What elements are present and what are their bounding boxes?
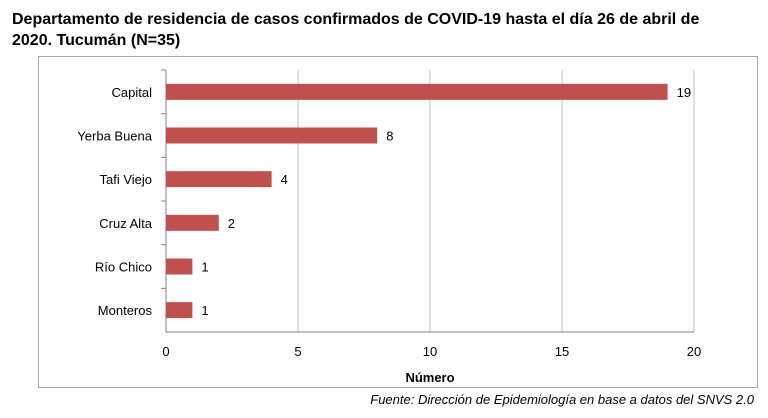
category-label: Monteros [98,303,153,318]
x-tick-label: 20 [687,344,701,359]
bar [166,258,193,275]
x-tick-label: 0 [162,344,169,359]
chart-frame [38,56,758,388]
bar [166,127,378,144]
value-label: 1 [201,260,208,275]
bar [166,302,193,319]
x-tick-label: 15 [555,344,569,359]
value-label: 19 [677,85,691,100]
bar [166,214,219,231]
value-label: 4 [281,172,288,187]
category-label: Yerba Buena [77,129,152,144]
chart-title: Departamento de residencia de casos conf… [12,11,700,49]
category-label: Capital [112,85,153,100]
x-axis-title: Número [405,370,454,385]
category-label: Río Chico [95,260,152,275]
value-label: 2 [228,216,235,231]
value-label: 8 [386,129,393,144]
x-tick-label: 10 [423,344,437,359]
value-label: 1 [201,303,208,318]
bar [166,171,272,188]
x-tick-label: 5 [294,344,301,359]
bar [166,83,668,100]
category-label: Tafi Viejo [99,172,152,187]
category-label: Cruz Alta [99,216,153,231]
source-note: Fuente: Dirección de Epidemiología en ba… [370,392,754,407]
